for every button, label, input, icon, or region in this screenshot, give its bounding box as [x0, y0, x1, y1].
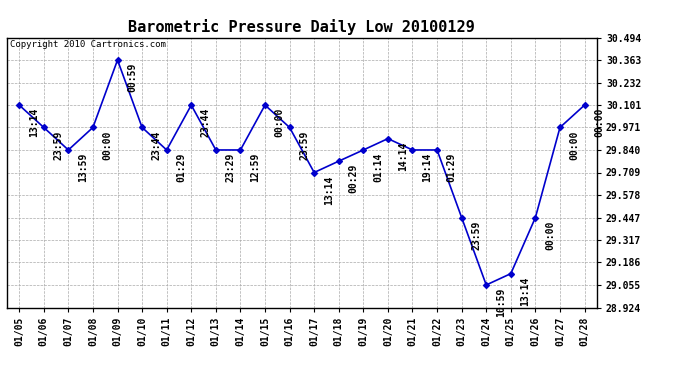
- Text: 23:44: 23:44: [201, 108, 211, 137]
- Text: 00:00: 00:00: [103, 130, 112, 160]
- Text: 00:00: 00:00: [545, 220, 555, 250]
- Text: 13:14: 13:14: [520, 276, 531, 306]
- Text: 00:00: 00:00: [594, 108, 604, 137]
- Text: 01:29: 01:29: [447, 153, 457, 182]
- Text: 23:59: 23:59: [471, 220, 482, 250]
- Text: 00:59: 00:59: [127, 63, 137, 92]
- Text: 12:59: 12:59: [250, 153, 260, 182]
- Text: 01:14: 01:14: [373, 153, 383, 182]
- Text: 00:00: 00:00: [275, 108, 285, 137]
- Text: 23:29: 23:29: [226, 153, 235, 182]
- Title: Barometric Pressure Daily Low 20100129: Barometric Pressure Daily Low 20100129: [128, 19, 475, 35]
- Text: Copyright 2010 Cartronics.com: Copyright 2010 Cartronics.com: [10, 40, 166, 49]
- Text: 23:59: 23:59: [299, 130, 309, 160]
- Text: 14:14: 14:14: [397, 141, 408, 171]
- Text: 01:29: 01:29: [177, 153, 186, 182]
- Text: 13:14: 13:14: [29, 108, 39, 137]
- Text: 23:44: 23:44: [152, 130, 162, 160]
- Text: 13:59: 13:59: [78, 153, 88, 182]
- Text: 00:29: 00:29: [348, 164, 359, 193]
- Text: 00:00: 00:00: [570, 130, 580, 160]
- Text: 19:14: 19:14: [422, 153, 432, 182]
- Text: 13:14: 13:14: [324, 175, 334, 205]
- Text: 10:59: 10:59: [496, 288, 506, 317]
- Text: 23:59: 23:59: [54, 130, 63, 160]
